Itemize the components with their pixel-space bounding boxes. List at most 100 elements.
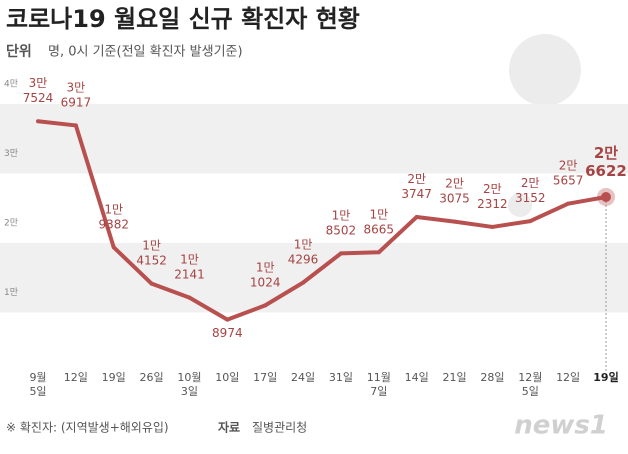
data-label-line: 1만 — [256, 260, 275, 274]
data-label-line: 1만 — [332, 208, 351, 222]
chart-title: 코로나19 월요일 신규 확진자 현황 — [6, 5, 360, 33]
x-tick-label: 26일 — [140, 370, 164, 384]
point — [601, 191, 611, 202]
x-tick-label-line: 9월 — [29, 371, 46, 384]
data-label-line: 1만 — [369, 207, 388, 221]
unit-text: 명, 0시 기준(전일 확진자 발생기준) — [48, 45, 243, 60]
x-tick-label-line: 5일 — [29, 384, 46, 398]
x-tick-label: 11월 7일 — [367, 371, 391, 398]
line — [37, 119, 607, 322]
point — [528, 219, 533, 224]
point — [452, 219, 457, 224]
x-tick-label: 31일 — [329, 370, 353, 384]
x-tick-label: 21일 — [442, 370, 466, 384]
data-label-line: 2141 — [174, 267, 205, 281]
data-label-line: 4296 — [288, 252, 319, 266]
data-label-line: 1만 — [180, 252, 199, 266]
point — [111, 245, 116, 250]
point — [263, 303, 268, 308]
x-tick-label: 12월 5일 — [518, 371, 542, 398]
y-tick-label: 1만 — [4, 287, 18, 298]
data-label: 3만 7524 — [23, 76, 54, 105]
point — [414, 214, 419, 219]
data-label-line: 2만 — [594, 143, 618, 161]
data-label-line: 6622 — [585, 161, 627, 179]
data-label-line: 8665 — [364, 222, 395, 236]
data-label: 1만 1024 — [250, 260, 281, 289]
y-tick-label: 3만 — [4, 148, 18, 159]
point — [566, 201, 571, 206]
point — [225, 317, 230, 322]
x-tick-label-line: 7일 — [370, 384, 387, 398]
x-tick-label-line: 5일 — [522, 384, 539, 398]
data-label: 1만 9382 — [98, 202, 129, 231]
band — [0, 104, 628, 174]
footnote: ※ 확진자: (지역발생+해외유입) — [6, 421, 169, 435]
point — [73, 123, 78, 128]
data-label-line: 2만 — [483, 181, 502, 195]
data-label: 2만 2312 — [477, 181, 508, 210]
point — [490, 224, 495, 229]
data-label-line: 3747 — [401, 186, 432, 200]
x-tick-label-line: 11월 — [367, 371, 391, 384]
data-label-line: 1만 — [142, 238, 161, 252]
unit-label: 단위 — [6, 43, 32, 60]
data-label-line: 5657 — [553, 173, 584, 187]
data-label-line: 2만 — [521, 176, 540, 190]
data-label-line: 1만 — [294, 237, 313, 251]
data-label-line: 3만 — [29, 76, 48, 90]
data-label: 2만 5657 — [553, 158, 584, 187]
x-tick-label: 10일 — [215, 370, 239, 384]
point — [376, 250, 381, 255]
data-label-line: 2만 — [559, 158, 578, 172]
data-label: 2만 6622 — [585, 143, 627, 179]
x-tick-label: 12일 — [64, 370, 88, 384]
data-label-line: 3152 — [515, 191, 546, 205]
x-tick-label: 9월 5일 — [29, 371, 46, 398]
source-label: 자료 — [218, 420, 240, 435]
data-label: 1만 2141 — [174, 252, 205, 281]
x-tick-label: 14일 — [405, 370, 429, 384]
data-label-line: 3075 — [439, 191, 470, 205]
x-tick-label: 12일 — [556, 370, 580, 384]
x-tick-label: 19일 — [102, 370, 126, 384]
point — [338, 251, 343, 256]
point — [36, 119, 40, 124]
x-tick-label: 24일 — [291, 370, 315, 384]
x-tick-label-line: 3일 — [181, 384, 198, 398]
x-tick-label: 28일 — [480, 370, 504, 384]
y-tick-label: 4만 — [4, 79, 18, 90]
x-tick-label-line: 10월 — [177, 371, 201, 384]
data-label: 2만 3075 — [439, 176, 470, 205]
data-label-line: 1만 — [104, 202, 123, 216]
point — [149, 281, 154, 286]
x-tick-label: 10월 3일 — [177, 371, 201, 398]
data-label-line: 2312 — [477, 196, 508, 210]
data-label: 1만 8502 — [326, 208, 357, 237]
data-label: 8974 — [212, 326, 243, 340]
data-label-line: 4152 — [136, 253, 167, 267]
data-label-line: 3만 — [67, 80, 86, 94]
data-label-line: 1024 — [250, 275, 281, 289]
x-tick-label: 17일 — [253, 370, 277, 384]
data-label-line: 7524 — [23, 91, 54, 105]
band — [0, 243, 628, 313]
x-tick-label-line: 12월 — [518, 371, 542, 384]
data-label-line: 2만 — [445, 176, 464, 190]
data-label: 1만 4152 — [136, 238, 167, 267]
data-label-line: 2만 — [407, 171, 426, 185]
data-label: 3만 6917 — [61, 80, 92, 109]
data-label: 2만 3152 — [515, 176, 546, 205]
data-label-line: 6917 — [61, 95, 92, 109]
point — [187, 295, 192, 300]
point — [301, 280, 306, 285]
y-tick-label: 2만 — [4, 218, 18, 229]
data-label: 1만 4296 — [288, 237, 319, 266]
x-tick-label: 19일 — [593, 370, 618, 384]
data-label: 2만 3747 — [401, 171, 432, 200]
data-label-line: 9382 — [98, 217, 129, 231]
data-label: 1만 8665 — [364, 207, 395, 236]
logo: news1 — [514, 411, 608, 441]
data-label-line: 8502 — [326, 223, 357, 237]
